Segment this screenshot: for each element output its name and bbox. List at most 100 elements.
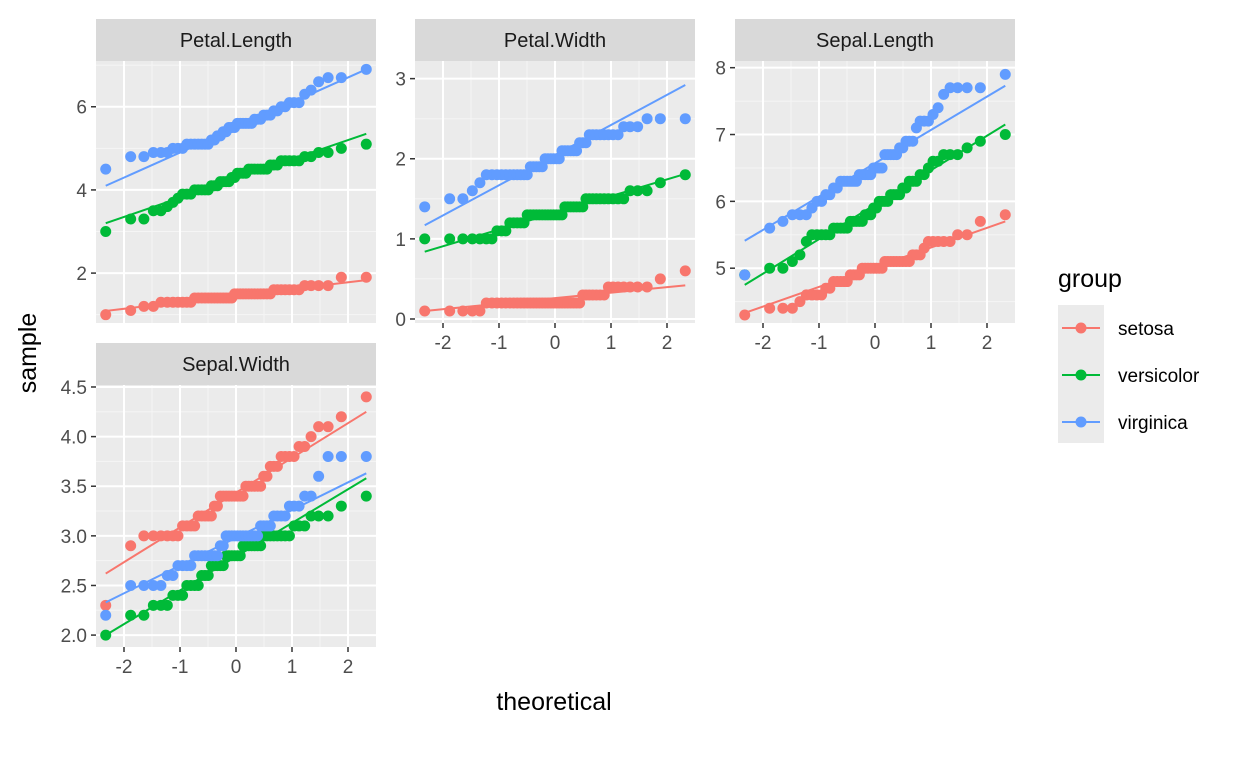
x-tick-label: -2 — [116, 657, 133, 678]
point-virginica — [125, 579, 137, 591]
point-versicolor — [457, 233, 469, 245]
point-virginica — [138, 579, 150, 591]
point-setosa — [322, 421, 334, 433]
point-versicolor — [100, 226, 112, 238]
x-tick-label: 1 — [287, 657, 298, 678]
y-tick-label: 0 — [395, 310, 406, 331]
point-virginica — [360, 450, 372, 462]
point-versicolor — [138, 609, 150, 621]
point-setosa — [335, 411, 347, 423]
point-setosa — [205, 510, 217, 522]
point-virginica — [100, 163, 112, 175]
point-versicolor — [360, 138, 372, 150]
legend-entries: setosa versicolor virginica — [1062, 319, 1200, 434]
facet-strip-label: Sepal.Length — [816, 30, 934, 52]
point-setosa — [211, 500, 223, 512]
series-setosa — [100, 271, 372, 321]
point-virginica — [612, 129, 624, 141]
point-setosa — [305, 431, 317, 443]
point-virginica — [211, 550, 223, 562]
point-versicolor — [794, 249, 806, 261]
y-tick-label: 2 — [76, 264, 87, 285]
point-virginica — [313, 470, 325, 482]
point-versicolor — [641, 185, 653, 197]
series-virginica — [739, 68, 1011, 281]
point-virginica — [217, 540, 229, 552]
point-setosa — [474, 305, 486, 317]
point-virginica — [335, 450, 347, 462]
point-setosa — [125, 540, 137, 552]
point-setosa — [255, 480, 267, 492]
point-setosa — [739, 309, 751, 321]
y-tick-label: 4.5 — [61, 378, 87, 399]
point-versicolor — [974, 135, 986, 147]
point-virginica — [360, 63, 372, 75]
y-tick-label: 4 — [76, 181, 87, 202]
point-virginica — [907, 135, 919, 147]
point-virginica — [944, 82, 956, 94]
point-virginica — [419, 201, 431, 213]
legend-entry-virginica: virginica — [1062, 413, 1188, 434]
series-virginica — [100, 63, 372, 187]
panel-sepal-width: Sepal.Width 2.0 2.5 3.0 3.5 4.0 4.5 -2 -1 0 1 2 — [61, 343, 376, 678]
point-virginica — [147, 579, 159, 591]
point-setosa — [624, 281, 636, 293]
point-setosa — [322, 280, 334, 292]
point-setosa — [313, 280, 325, 292]
series-setosa — [739, 209, 1011, 321]
x-tick-label: 1 — [606, 333, 617, 354]
point-virginica — [279, 510, 291, 522]
point-setosa — [360, 391, 372, 403]
series-versicolor — [100, 132, 372, 238]
point-versicolor — [444, 233, 456, 245]
point-versicolor — [125, 213, 137, 225]
series-versicolor — [739, 123, 1011, 286]
facet-strip-petal-width — [415, 19, 695, 61]
point-virginica — [961, 82, 973, 94]
point-versicolor — [299, 520, 311, 532]
y-tick-label: 6 — [715, 192, 726, 213]
series-versicolor — [419, 169, 691, 253]
point-versicolor — [618, 193, 630, 205]
x-axis-title: theoretical — [496, 688, 611, 716]
point-virginica — [999, 68, 1011, 80]
point-virginica — [138, 151, 150, 163]
point-versicolor — [961, 142, 973, 154]
point-versicolor — [147, 599, 159, 611]
x-tick-label: 0 — [550, 333, 561, 354]
point-versicolor — [313, 146, 325, 158]
y-tick-label: 4.0 — [61, 428, 87, 449]
x-tick-label: 2 — [343, 657, 354, 678]
point-virginica — [739, 269, 751, 281]
legend-entry-versicolor: versicolor — [1062, 366, 1200, 387]
point-versicolor — [999, 129, 1011, 141]
point-versicolor — [234, 550, 246, 562]
point-versicolor — [192, 579, 204, 591]
facet-strip-sepal-length — [735, 19, 1015, 61]
point-setosa — [466, 305, 478, 317]
point-setosa — [237, 490, 249, 502]
point-virginica — [474, 177, 486, 189]
series-versicolor — [100, 477, 372, 641]
y-tick-label: 3.5 — [61, 477, 87, 498]
point-virginica — [322, 72, 334, 84]
point-virginica — [444, 193, 456, 205]
point-virginica — [679, 113, 691, 125]
point-virginica — [876, 162, 888, 174]
point-virginica — [167, 570, 179, 582]
point-versicolor — [952, 149, 964, 161]
point-virginica — [764, 222, 776, 234]
point-versicolor — [147, 205, 159, 217]
point-virginica — [313, 76, 325, 88]
point-setosa — [125, 305, 137, 317]
series-setosa — [419, 265, 691, 317]
x-tick-label: 0 — [870, 333, 881, 354]
point-versicolor — [764, 262, 776, 274]
point-setosa — [305, 280, 317, 292]
point-setosa — [457, 305, 469, 317]
point-virginica — [624, 121, 636, 133]
x-tick-label: -1 — [172, 657, 189, 678]
point-virginica — [641, 113, 653, 125]
point-versicolor — [466, 233, 478, 245]
